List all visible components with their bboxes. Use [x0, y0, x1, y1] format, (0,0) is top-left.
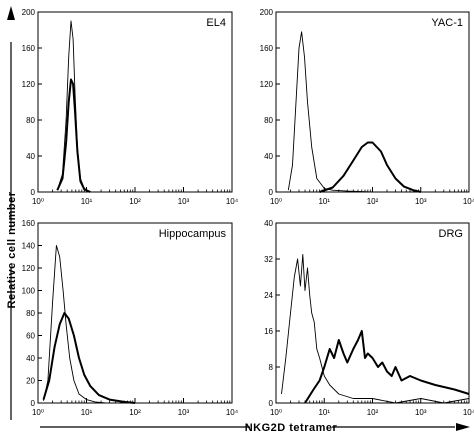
y-axis-arrowhead: [7, 6, 15, 20]
panel-title: DRG: [439, 228, 463, 240]
histogram-panel: 0 8 16 24 32 40 10⁰ 10¹ 10² 10³ 10⁴ DRG: [264, 219, 474, 417]
x-tick-label: 10⁰: [32, 408, 44, 417]
y-axis-annotation: Relative cell number: [6, 6, 18, 420]
plot-frame: [275, 11, 470, 193]
y-tick-label: 200: [260, 8, 274, 17]
x-tick-label: 10²: [129, 197, 141, 206]
x-tick-label: 10⁰: [32, 197, 44, 206]
panel-title: YAC-1: [431, 17, 463, 29]
y-tick-label: 120: [22, 264, 36, 273]
x-tick-label: 10²: [129, 408, 141, 417]
x-tick-label: 10⁴: [226, 197, 239, 206]
y-tick-label: 0: [31, 399, 36, 408]
x-tick-label: 10³: [178, 408, 190, 417]
x-tick-label: 10²: [367, 197, 379, 206]
y-tick-label: 40: [264, 219, 273, 228]
y-tick-label: 160: [22, 44, 36, 53]
y-tick-label: 20: [26, 377, 35, 386]
x-tick-label: 10³: [415, 197, 427, 206]
x-tick-label: 10³: [415, 408, 427, 417]
panel-title: EL4: [206, 17, 226, 29]
y-tick-label: 24: [264, 291, 273, 300]
x-axis-arrowhead: [456, 423, 470, 431]
tetramer-histogram-line: [56, 78, 91, 193]
plot-frame: [37, 222, 233, 404]
x-tick-label: 10⁴: [463, 408, 474, 417]
x-tick-label: 10²: [367, 408, 379, 417]
y-tick-label: 200: [22, 8, 36, 17]
x-tick-label: 10¹: [81, 197, 93, 206]
y-tick-label: 160: [22, 219, 36, 228]
y-tick-label: 100: [22, 287, 36, 296]
y-axis-label: Relative cell number: [6, 191, 18, 308]
tetramer-histogram-line: [319, 141, 422, 193]
control-histogram-line: [43, 245, 106, 404]
y-tick-label: 80: [26, 116, 35, 125]
y-tick-label: 8: [269, 363, 274, 372]
control-histogram-line: [281, 254, 470, 404]
y-tick-label: 80: [264, 116, 273, 125]
x-tick-label: 10³: [178, 197, 190, 206]
y-tick-label: 40: [26, 354, 35, 363]
y-tick-label: 140: [22, 242, 36, 251]
x-tick-label: 10¹: [318, 197, 330, 206]
y-tick-label: 16: [264, 327, 273, 336]
tetramer-histogram-line: [42, 312, 136, 404]
y-tick-label: 40: [26, 152, 35, 161]
x-tick-label: 10⁰: [270, 408, 282, 417]
histogram-panel: 0 20 40 60 80 100 120 140 160 10⁰ 10¹ 10² 10³ 10⁴ Hipp…: [22, 219, 239, 417]
plot-frame: [275, 222, 470, 404]
x-axis-label: NKG2D tetramer: [245, 422, 338, 434]
x-axis-annotation: NKG2D tetramer: [40, 422, 470, 434]
x-tick-label: 10⁴: [226, 408, 239, 417]
x-tick-label: 10⁰: [270, 197, 282, 206]
x-tick-label: 10¹: [318, 408, 330, 417]
y-tick-label: 160: [260, 44, 274, 53]
x-tick-label: 10¹: [81, 408, 93, 417]
y-tick-label: 120: [260, 80, 274, 89]
y-tick-label: 60: [26, 332, 35, 341]
control-histogram-line: [287, 31, 396, 193]
y-tick-label: 32: [264, 255, 273, 264]
histogram-panel: 0 40 80 120 160 200 10⁰ 10¹ 10² 10³ 10⁴ EL4: [22, 8, 239, 206]
y-tick-label: 120: [22, 80, 36, 89]
panel-title: Hippocampus: [159, 228, 227, 240]
y-tick-label: 40: [264, 152, 273, 161]
tetramer-histogram-line: [304, 330, 470, 404]
histogram-panel: 0 40 80 120 160 200 10⁰ 10¹ 10² 10³ 10⁴ YAC-1: [260, 8, 474, 206]
y-tick-label: 0: [31, 188, 36, 197]
y-tick-label: 80: [26, 309, 35, 318]
y-tick-label: 0: [269, 188, 274, 197]
y-tick-label: 0: [269, 399, 274, 408]
x-tick-label: 10⁴: [463, 197, 474, 206]
